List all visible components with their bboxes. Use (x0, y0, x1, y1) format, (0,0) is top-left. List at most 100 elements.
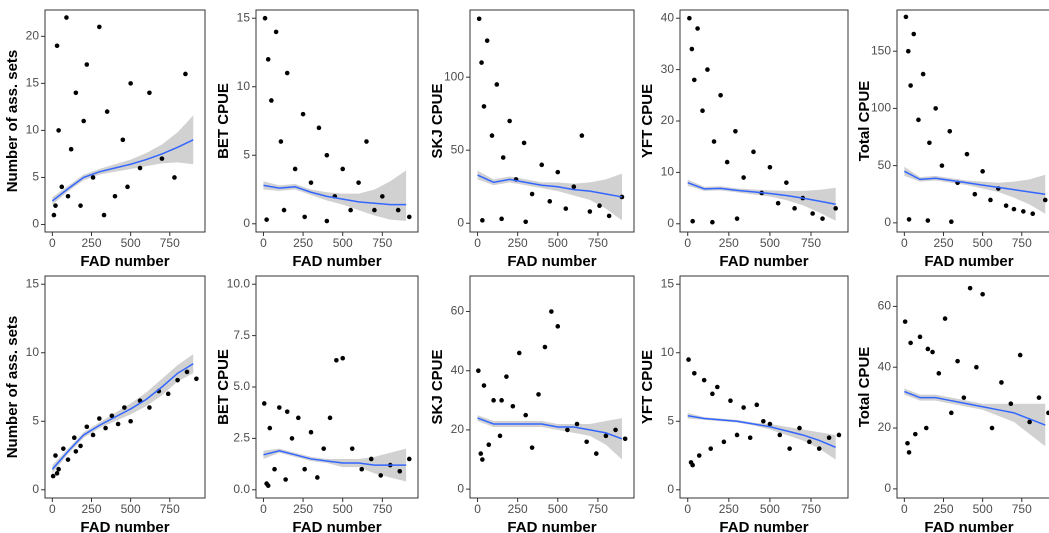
panel-border (44, 275, 206, 499)
x-tick-label: 0 (49, 236, 56, 250)
point (784, 180, 789, 185)
x-tick-label: 0 (260, 502, 267, 516)
point (988, 197, 993, 203)
x-tick-label: 500 (333, 236, 353, 250)
y-tick-label: 0 (32, 482, 39, 496)
point (999, 380, 1004, 385)
y-axis-title: Number of ass. sets (4, 50, 21, 193)
y-tick-label: 50 (878, 158, 892, 172)
y-tick-label: 0 (884, 215, 891, 229)
y-tick-label: 15 (661, 276, 675, 290)
point (159, 156, 165, 161)
y-tick-label: 10 (26, 123, 40, 137)
point (747, 435, 753, 441)
point (797, 425, 802, 431)
point (406, 214, 412, 220)
point (340, 355, 346, 361)
point (264, 217, 269, 222)
point (406, 456, 412, 462)
point (917, 334, 923, 340)
point (903, 14, 909, 20)
point (974, 364, 979, 370)
y-tick-label: 10 (661, 345, 675, 359)
point (510, 403, 516, 409)
point (302, 466, 307, 472)
point (767, 421, 773, 427)
point (54, 471, 60, 476)
panel-background (470, 276, 634, 498)
panel-background (45, 276, 205, 498)
plot-area (470, 276, 634, 498)
point (1017, 352, 1023, 358)
point (930, 349, 935, 355)
point (936, 371, 942, 376)
panel-border (896, 9, 1049, 233)
point (593, 451, 599, 456)
point (51, 212, 57, 218)
y-tick-label: 0 (884, 481, 891, 495)
point (120, 137, 126, 143)
point (56, 466, 61, 472)
point (710, 391, 715, 397)
plot-area (897, 276, 1049, 498)
point (267, 425, 273, 431)
confidence-band (263, 448, 407, 482)
point (695, 26, 700, 31)
point (491, 398, 496, 403)
y-tick-label: 100 (444, 69, 464, 83)
point (949, 219, 954, 225)
point (911, 31, 917, 37)
point (368, 456, 374, 462)
confidence-band (52, 115, 194, 205)
y-axis-title: Total CPUE (856, 81, 873, 162)
plot-area (256, 276, 418, 498)
x-tick-label: 250 (933, 502, 953, 516)
point (308, 180, 314, 185)
x-axis-title: FAD number (719, 253, 808, 270)
x-tick-label: 750 (588, 502, 608, 516)
y-tick-label: 15 (26, 276, 40, 290)
y-axis-title: BET CPUE (215, 83, 232, 159)
x-tick-label: 250 (508, 502, 528, 516)
point (194, 376, 199, 382)
x-tick-label: 750 (1012, 236, 1032, 250)
y-tick-label: 0 (457, 481, 464, 495)
y-tick-label: 40 (878, 359, 892, 373)
point (523, 412, 528, 418)
plot-area (470, 10, 634, 232)
point (476, 16, 482, 22)
point (902, 319, 908, 324)
point (480, 457, 485, 462)
point (705, 67, 710, 72)
point (905, 48, 911, 54)
point (521, 140, 527, 146)
point (321, 446, 326, 451)
x-axis-title: FAD number (924, 519, 1013, 533)
point (690, 218, 695, 224)
y-tick-label: 2.5 (233, 431, 250, 445)
y-tick-label: 10 (661, 165, 675, 179)
point (137, 165, 143, 171)
smooth-line (904, 390, 1046, 426)
x-tick-label: 250 (508, 236, 528, 250)
point (147, 405, 152, 410)
point (989, 425, 995, 431)
point (125, 184, 130, 190)
point (734, 432, 740, 438)
point (836, 432, 842, 438)
x-tick-label: 500 (548, 236, 568, 250)
point (359, 466, 365, 472)
point (109, 413, 115, 419)
point (529, 191, 535, 197)
y-tick-label: 0 (243, 216, 250, 230)
x-axis-title: FAD number (507, 253, 596, 270)
y-tick-label: 60 (451, 304, 465, 318)
point (84, 424, 90, 430)
x-tick-label: 250 (933, 236, 953, 250)
plot-area (897, 10, 1049, 232)
point (315, 475, 320, 480)
panel-border (896, 275, 1049, 499)
point (775, 200, 781, 206)
point (302, 214, 307, 220)
